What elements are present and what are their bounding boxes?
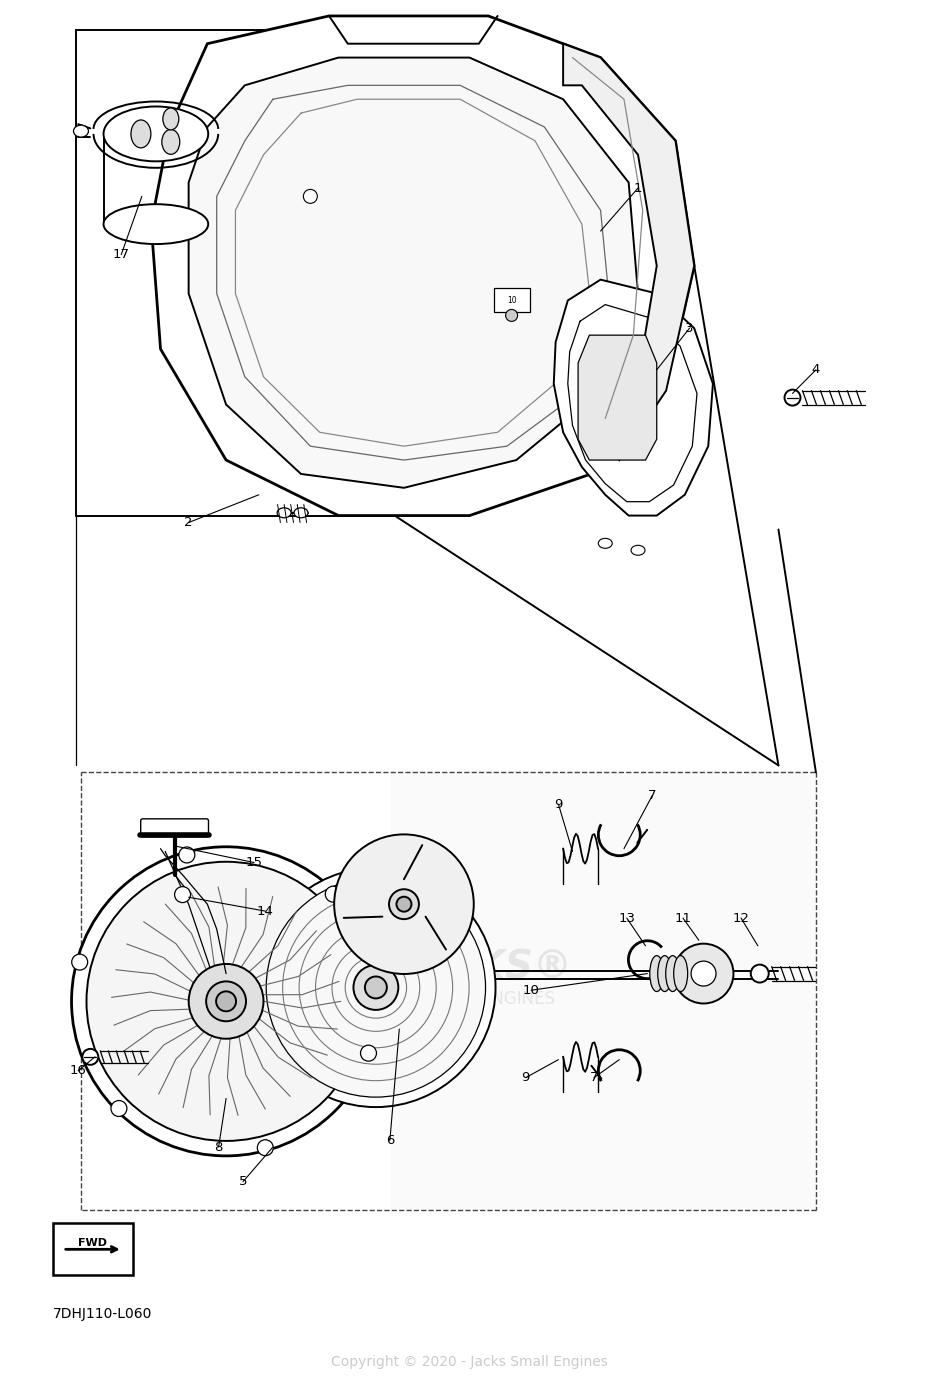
Ellipse shape bbox=[396, 896, 411, 912]
Ellipse shape bbox=[334, 834, 474, 974]
Ellipse shape bbox=[673, 956, 687, 991]
Ellipse shape bbox=[71, 846, 380, 1155]
Text: 7: 7 bbox=[648, 789, 656, 802]
Text: 15: 15 bbox=[246, 856, 263, 869]
Ellipse shape bbox=[189, 963, 264, 1038]
Ellipse shape bbox=[294, 508, 308, 518]
Text: JACKS®: JACKS® bbox=[404, 948, 573, 986]
Text: 16: 16 bbox=[69, 1065, 86, 1077]
Ellipse shape bbox=[361, 1045, 377, 1061]
Text: 13: 13 bbox=[618, 912, 636, 924]
FancyBboxPatch shape bbox=[494, 288, 530, 312]
Ellipse shape bbox=[111, 1101, 127, 1116]
Polygon shape bbox=[76, 29, 394, 515]
Ellipse shape bbox=[83, 1050, 99, 1065]
Ellipse shape bbox=[751, 965, 769, 983]
Text: 14: 14 bbox=[257, 905, 274, 917]
FancyBboxPatch shape bbox=[141, 818, 208, 837]
Text: 9: 9 bbox=[554, 798, 562, 810]
Text: 12: 12 bbox=[732, 912, 749, 924]
Ellipse shape bbox=[216, 991, 236, 1012]
Ellipse shape bbox=[784, 390, 800, 405]
Ellipse shape bbox=[631, 546, 645, 555]
Ellipse shape bbox=[71, 954, 87, 970]
Ellipse shape bbox=[266, 878, 485, 1097]
Ellipse shape bbox=[86, 862, 365, 1141]
Ellipse shape bbox=[353, 965, 398, 1009]
Text: 7DHJ110-L060: 7DHJ110-L060 bbox=[53, 1307, 152, 1321]
Text: 2: 2 bbox=[184, 516, 192, 529]
Ellipse shape bbox=[162, 129, 179, 155]
Ellipse shape bbox=[162, 109, 178, 129]
Text: 3: 3 bbox=[685, 322, 694, 334]
Text: 5: 5 bbox=[239, 1175, 247, 1189]
Ellipse shape bbox=[505, 309, 517, 322]
Text: 11: 11 bbox=[674, 912, 691, 924]
Ellipse shape bbox=[256, 867, 496, 1107]
Ellipse shape bbox=[325, 887, 341, 902]
Ellipse shape bbox=[691, 960, 716, 986]
Text: 6: 6 bbox=[386, 1133, 394, 1147]
Ellipse shape bbox=[179, 846, 194, 863]
Ellipse shape bbox=[175, 887, 191, 902]
Ellipse shape bbox=[131, 120, 151, 148]
Ellipse shape bbox=[303, 189, 317, 203]
Ellipse shape bbox=[657, 956, 671, 991]
Ellipse shape bbox=[389, 889, 419, 919]
Polygon shape bbox=[578, 335, 656, 461]
Ellipse shape bbox=[103, 205, 208, 244]
Text: FWD: FWD bbox=[78, 1237, 107, 1249]
Ellipse shape bbox=[666, 956, 680, 991]
Ellipse shape bbox=[73, 125, 88, 138]
Text: 10: 10 bbox=[523, 984, 540, 997]
Ellipse shape bbox=[673, 944, 733, 1004]
Text: Copyright © 2020 - Jacks Small Engines: Copyright © 2020 - Jacks Small Engines bbox=[331, 1356, 608, 1370]
Text: 1: 1 bbox=[634, 181, 642, 195]
Ellipse shape bbox=[365, 976, 387, 998]
Polygon shape bbox=[563, 43, 694, 461]
Text: 4: 4 bbox=[811, 363, 820, 376]
Polygon shape bbox=[390, 773, 816, 1210]
Ellipse shape bbox=[650, 956, 664, 991]
Ellipse shape bbox=[277, 508, 291, 518]
Text: 10: 10 bbox=[507, 296, 516, 305]
Text: 9: 9 bbox=[521, 1072, 530, 1084]
Polygon shape bbox=[189, 57, 638, 487]
Ellipse shape bbox=[257, 1140, 273, 1155]
Text: 17: 17 bbox=[113, 248, 130, 262]
Text: 7: 7 bbox=[590, 1072, 598, 1084]
Polygon shape bbox=[151, 15, 694, 515]
Text: 8: 8 bbox=[214, 1140, 223, 1154]
FancyBboxPatch shape bbox=[53, 1224, 132, 1275]
Ellipse shape bbox=[207, 981, 246, 1022]
Ellipse shape bbox=[103, 107, 208, 161]
Polygon shape bbox=[554, 280, 713, 515]
Text: SMALL ENGINES: SMALL ENGINES bbox=[422, 990, 555, 1008]
Ellipse shape bbox=[598, 539, 612, 548]
